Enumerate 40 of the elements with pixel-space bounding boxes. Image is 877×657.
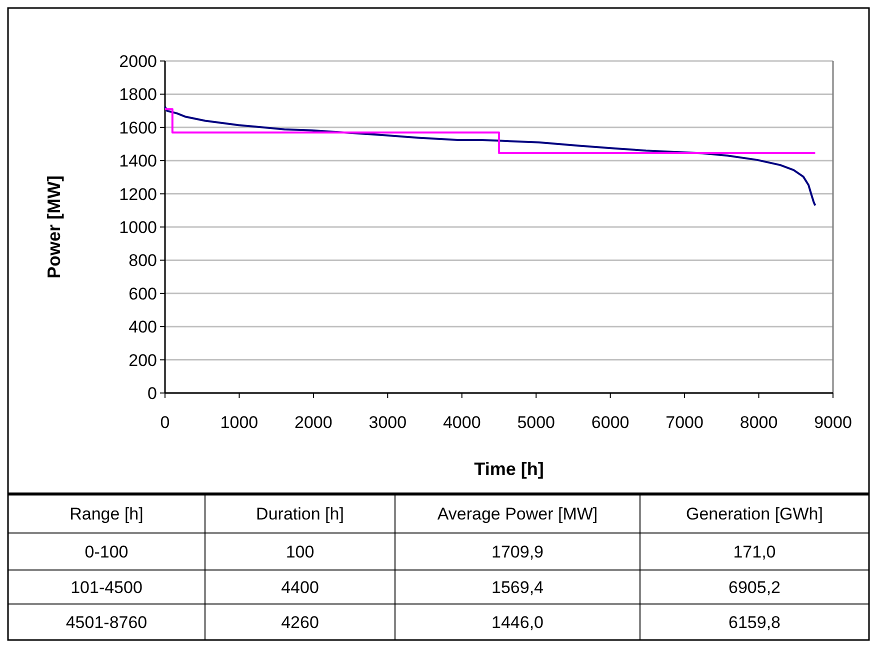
text: 1446,0 (492, 612, 544, 632)
x-tick-label: 0 (160, 413, 170, 432)
y-tick-label: 1000 (119, 218, 157, 237)
text: 0-100 (84, 542, 128, 562)
text: Duration [h] (256, 504, 344, 524)
text: Generation [GWh] (686, 504, 824, 524)
y-tick-label: 1400 (119, 152, 157, 171)
x-tick-label: 2000 (294, 413, 332, 432)
y-tick-label: 200 (128, 350, 157, 370)
y-tick-label: 1800 (119, 85, 157, 104)
y-tick-label: 0 (148, 384, 157, 403)
x-tick-label: 7000 (666, 413, 704, 432)
text: 101-4500 (70, 578, 142, 597)
text: 171,0 (733, 542, 776, 562)
text: 6159,8 (728, 612, 780, 632)
y-tick-label: 800 (128, 251, 157, 270)
y-tick-label: 1600 (119, 118, 157, 138)
text: 1709,9 (492, 542, 544, 562)
text: 4260 (281, 612, 319, 632)
x-tick-label: 9000 (814, 413, 852, 432)
text: 4400 (281, 578, 319, 597)
text: 1569,4 (492, 578, 544, 597)
x-axis-title: Time [h] (474, 459, 544, 479)
text: 100 (286, 542, 314, 562)
text: 4501-8760 (66, 612, 148, 632)
y-tick-label: 1200 (119, 184, 157, 204)
text: Range [h] (70, 504, 144, 524)
y-tick-label: 2000 (119, 52, 157, 71)
x-tick-label: 8000 (740, 413, 778, 432)
line-series (164, 106, 816, 206)
text: 6905,2 (728, 578, 780, 597)
text: Average Power [MW] (437, 504, 598, 524)
x-tick-label: 3000 (368, 413, 407, 432)
x-tick-label: 1000 (220, 413, 258, 432)
x-tick-label: 5000 (517, 413, 556, 432)
y-axis-title: Power [MW] (44, 176, 64, 278)
y-tick-label: 400 (128, 318, 157, 337)
y-tick-label: 600 (128, 284, 157, 304)
x-tick-label: 4000 (442, 413, 481, 432)
x-tick-label: 6000 (591, 413, 630, 432)
